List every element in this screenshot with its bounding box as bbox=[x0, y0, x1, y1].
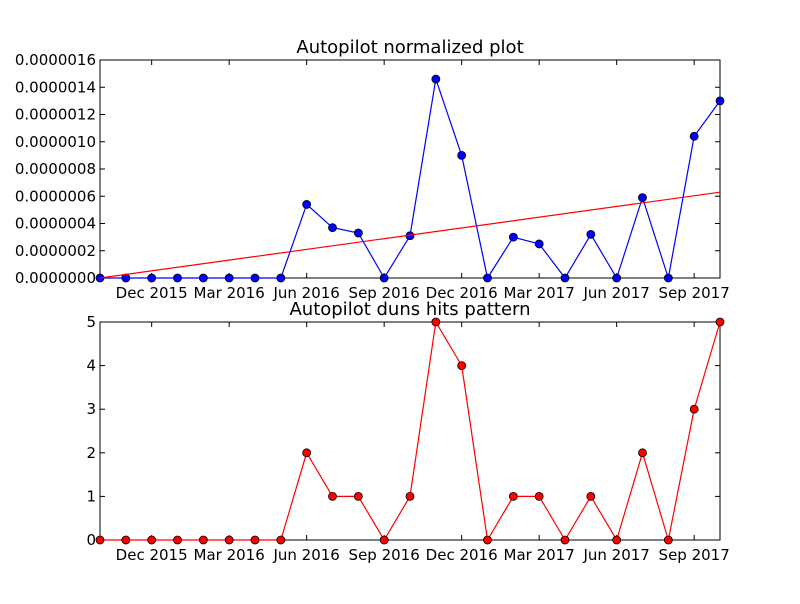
data-point bbox=[612, 535, 622, 545]
x-tick-label: Dec 2016 bbox=[426, 546, 498, 564]
data-point bbox=[250, 273, 260, 283]
x-tick-label: Jun 2016 bbox=[272, 546, 339, 564]
y-tick-label: 0 bbox=[86, 531, 96, 549]
data-point bbox=[121, 535, 131, 545]
data-point bbox=[250, 535, 260, 545]
x-tick-label: Dec 2015 bbox=[116, 284, 188, 302]
data-point bbox=[302, 448, 312, 458]
x-tick-label: Sep 2016 bbox=[349, 284, 420, 302]
data-point bbox=[95, 535, 105, 545]
x-tick-label: Mar 2016 bbox=[194, 284, 265, 302]
data-point bbox=[173, 273, 182, 283]
chart-title: Autopilot normalized plot bbox=[296, 37, 523, 58]
y-tick-label: 0.0000014 bbox=[15, 78, 96, 96]
data-point bbox=[534, 491, 544, 501]
y-tick-label: 0.0000004 bbox=[15, 215, 96, 233]
data-point bbox=[147, 273, 157, 283]
data-point bbox=[508, 491, 518, 501]
data-point bbox=[560, 273, 570, 283]
data-point bbox=[276, 273, 286, 283]
data-point bbox=[689, 404, 699, 414]
data-point bbox=[353, 491, 363, 501]
y-tick-label: 5 bbox=[86, 313, 96, 331]
y-tick-label: 0.0000008 bbox=[15, 160, 96, 178]
y-tick-label: 0.0000000 bbox=[15, 269, 96, 287]
y-tick-label: 1 bbox=[86, 487, 96, 505]
data-point bbox=[508, 232, 518, 242]
y-tick-label: 2 bbox=[86, 444, 96, 462]
data-point bbox=[147, 535, 157, 545]
data-point bbox=[586, 229, 596, 239]
data-point bbox=[534, 239, 544, 249]
data-point bbox=[457, 150, 467, 160]
y-tick-label: 0.0000006 bbox=[15, 187, 96, 205]
y-tick-label: 3 bbox=[86, 400, 96, 418]
data-point bbox=[483, 273, 492, 283]
data-point bbox=[405, 491, 415, 501]
data-point bbox=[224, 273, 234, 283]
data-point bbox=[198, 535, 208, 545]
data-point bbox=[302, 200, 312, 209]
data-point bbox=[560, 535, 570, 545]
data-point bbox=[457, 361, 467, 371]
y-tick-label: 0.0000002 bbox=[15, 242, 96, 260]
data-point bbox=[689, 131, 699, 141]
data-point bbox=[638, 193, 647, 203]
y-tick-label: 0.0000012 bbox=[15, 106, 96, 124]
data-point bbox=[353, 228, 363, 238]
hits-pattern-panel: 0 1 2 3 4 5 Dec 2015 Mar 2016 Jun 2016 Sep 2016 De… bbox=[86, 299, 729, 564]
x-tick-label: Jun 2017 bbox=[582, 284, 649, 302]
data-point bbox=[663, 273, 673, 283]
data-point bbox=[431, 74, 441, 84]
data-point bbox=[328, 491, 337, 501]
data-point bbox=[663, 535, 673, 545]
data-point bbox=[173, 535, 182, 545]
data-point bbox=[612, 273, 622, 283]
data-point bbox=[431, 317, 441, 327]
x-tick-label: Jun 2016 bbox=[272, 284, 339, 302]
x-tick-label: Jun 2017 bbox=[582, 546, 649, 564]
x-tick-label: Dec 2016 bbox=[426, 284, 498, 302]
data-point bbox=[483, 535, 492, 545]
x-tick-label: Mar 2017 bbox=[504, 284, 575, 302]
data-point bbox=[198, 273, 208, 283]
y-tick-label: 0.0000016 bbox=[15, 51, 96, 69]
y-tick-label: 0.0000010 bbox=[15, 133, 96, 151]
data-point bbox=[328, 223, 337, 232]
x-tick-label: Sep 2017 bbox=[659, 284, 730, 302]
x-tick-label: Mar 2016 bbox=[194, 546, 265, 564]
data-point bbox=[224, 535, 234, 545]
plot-frame bbox=[99, 321, 721, 541]
y-tick-label: 4 bbox=[86, 357, 96, 375]
x-tick-label: Dec 2015 bbox=[116, 546, 188, 564]
data-point bbox=[715, 96, 725, 106]
chart-title: Autopilot duns hits pattern bbox=[289, 299, 530, 320]
x-tick-label: Sep 2016 bbox=[349, 546, 420, 564]
data-point bbox=[276, 535, 286, 545]
x-tick-label: Sep 2017 bbox=[659, 546, 730, 564]
data-point bbox=[379, 535, 389, 545]
data-point bbox=[638, 448, 647, 458]
data-point bbox=[379, 273, 389, 283]
normalized-plot-panel: 0.0000000 0.0000002 0.0000004 0.0000006 0.00… bbox=[15, 37, 730, 302]
data-point bbox=[715, 317, 725, 327]
x-tick-label: Mar 2017 bbox=[504, 546, 575, 564]
trend-line bbox=[99, 191, 721, 279]
data-point bbox=[586, 491, 596, 501]
